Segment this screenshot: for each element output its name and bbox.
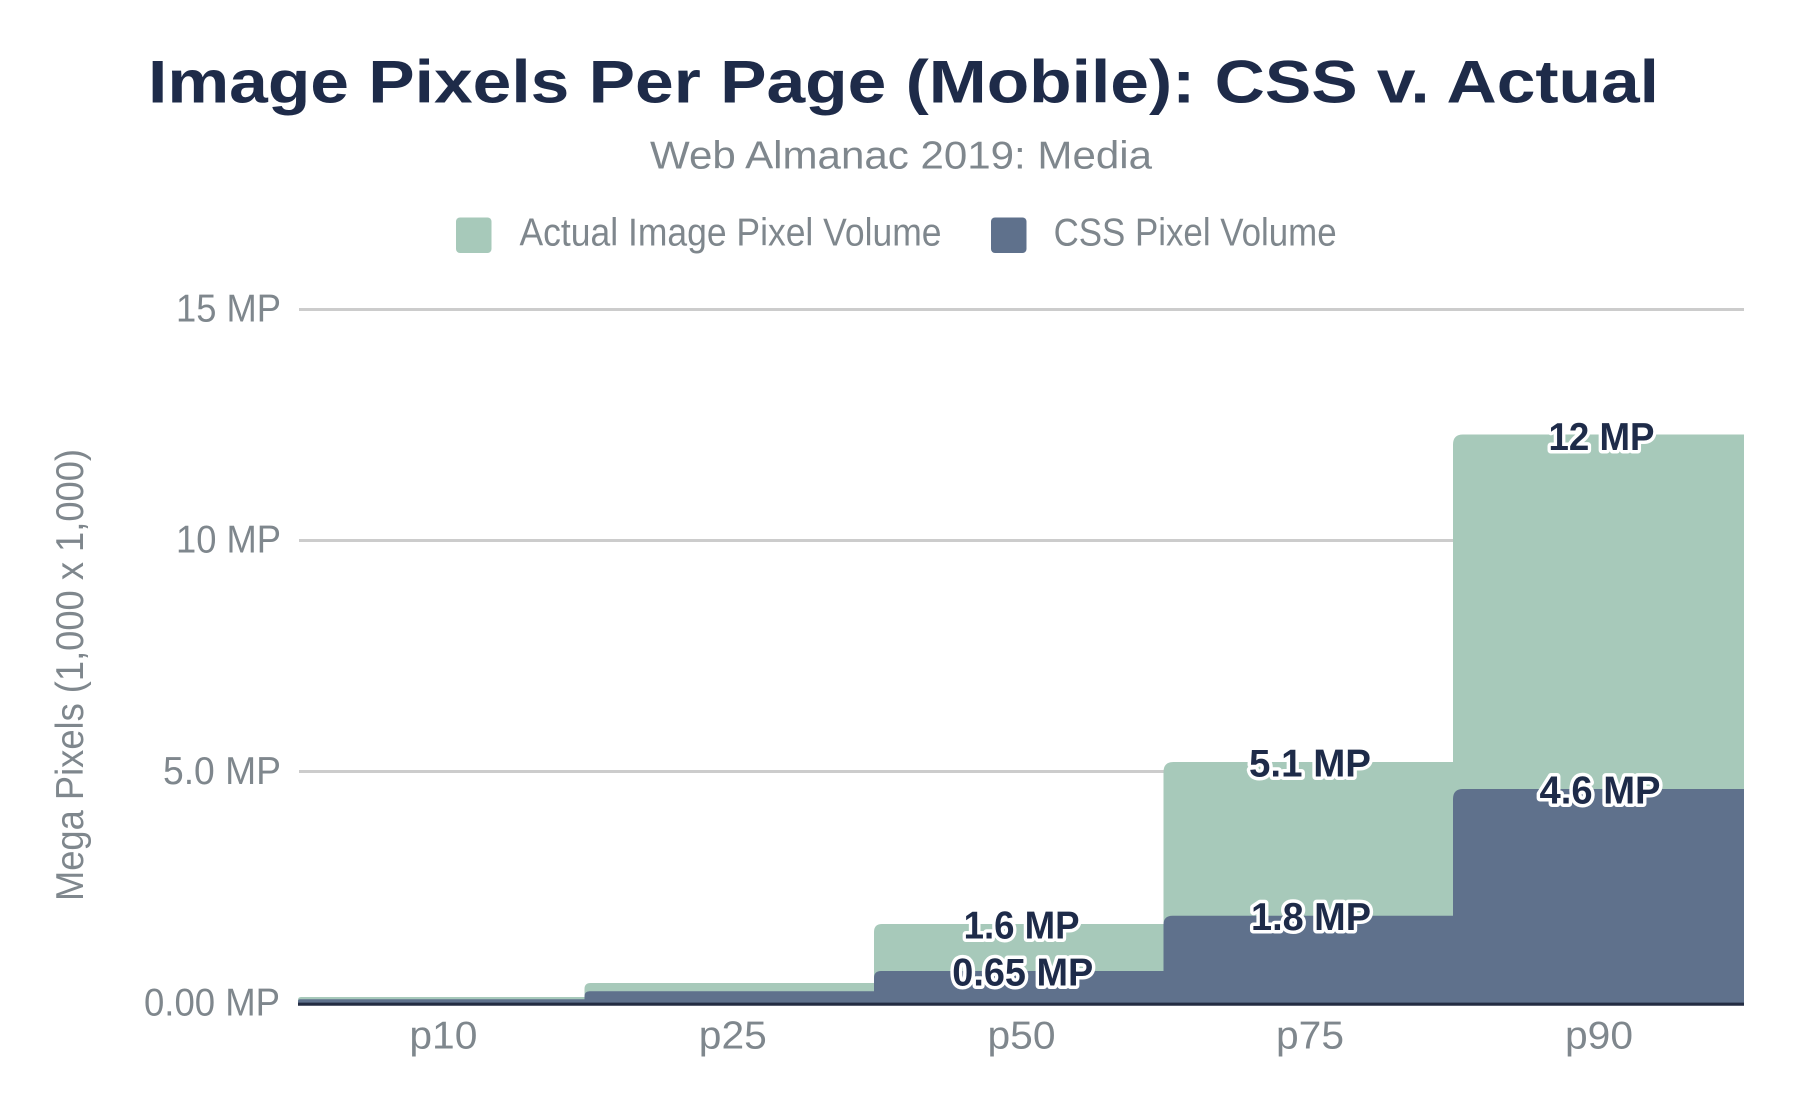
svg-text:0.00 MP: 0.00 MP [144, 982, 280, 1025]
svg-text:5.1 MP: 5.1 MP [1249, 743, 1371, 786]
svg-text:Web Almanac 2019: Media: Web Almanac 2019: Media [650, 134, 1152, 177]
svg-text:1.8 MP: 1.8 MP [1251, 896, 1371, 939]
svg-text:1.6 MP: 1.6 MP [964, 905, 1080, 948]
svg-text:5.0 MP: 5.0 MP [163, 750, 281, 793]
svg-text:0.65 MP: 0.65 MP [952, 952, 1093, 995]
svg-text:p90: p90 [1565, 1015, 1633, 1058]
svg-text:12 MP: 12 MP [1549, 416, 1655, 459]
svg-text:15 MP: 15 MP [176, 288, 281, 331]
svg-text:p50: p50 [988, 1015, 1056, 1058]
svg-text:p75: p75 [1276, 1015, 1344, 1058]
svg-text:p25: p25 [699, 1015, 767, 1058]
svg-text:p10: p10 [409, 1015, 477, 1058]
svg-text:Actual Image Pixel Volume: Actual Image Pixel Volume [520, 212, 942, 255]
svg-text:Mega Pixels (1,000 x 1,000): Mega Pixels (1,000 x 1,000) [49, 449, 92, 901]
svg-text:10 MP: 10 MP [176, 519, 281, 562]
svg-text:Image Pixels Per Page (Mobile): Image Pixels Per Page (Mobile): CSS v. A… [148, 48, 1659, 115]
svg-text:CSS Pixel Volume: CSS Pixel Volume [1054, 212, 1337, 255]
svg-text:4.6 MP: 4.6 MP [1540, 770, 1661, 813]
